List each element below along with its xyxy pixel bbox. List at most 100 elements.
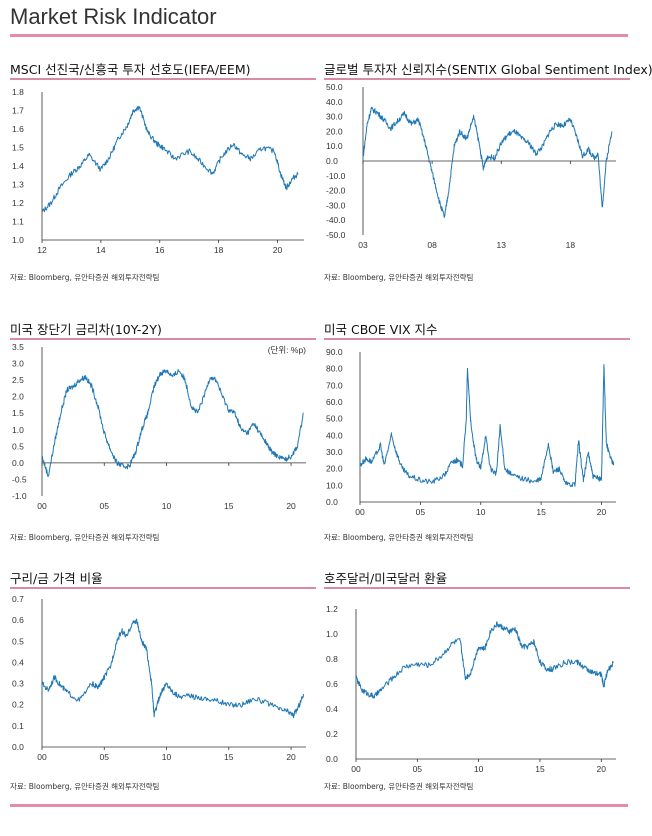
chart-title: 미국 장단기 금리차(10Y-2Y): [10, 322, 162, 337]
y-tick-label: 40.0: [326, 97, 343, 107]
series-line: [359, 364, 615, 488]
y-tick-label: 0.0: [326, 754, 338, 764]
chart-title: 구리/금 가격 비율: [10, 571, 103, 586]
x-tick-label: 00: [351, 764, 361, 774]
y-tick-label: 0.8: [326, 654, 338, 664]
x-tick-label: 13: [497, 240, 507, 250]
x-tick-label: 10: [474, 764, 484, 774]
x-tick-label: 20: [273, 245, 283, 255]
y-tick-label: -50.0: [326, 230, 346, 240]
chart-title: 글로벌 투자자 신뢰지수(SENTIX Global Sentiment Ind…: [324, 62, 652, 77]
y-tick-label: 0.3: [12, 679, 24, 689]
y-tick-label: 10.0: [326, 141, 343, 151]
chart-copper-gold: 0.7 0.6 0.5 0.4 0.3 0.2 0.1 0.0 00 05 10 15 20: [12, 594, 306, 762]
x-tick-label: 05: [100, 752, 110, 762]
chart-panel-yield-spread: 미국 장단기 금리차(10Y-2Y) 3.5 3.0 2.5 2.0 1.5 1.0 0.5…: [10, 319, 316, 544]
y-tick-label: 1.5: [12, 408, 24, 418]
y-tick-label: 0.0: [326, 497, 338, 507]
y-tick-label: 1.8: [12, 87, 24, 97]
y-tick-label: 1.2: [12, 198, 24, 208]
x-tick-label: 10: [162, 501, 172, 511]
x-tick-label: 20: [597, 764, 607, 774]
y-tick-label: 50.0: [326, 414, 343, 424]
series-line: [41, 369, 304, 477]
source-note: 자료: Bloomberg, 유안타증권 해외투자전략팀: [10, 533, 160, 542]
y-tick-label: 1.0: [326, 629, 338, 639]
y-tick-label: 80.0: [326, 364, 343, 374]
y-tick-label: 30.0: [326, 447, 343, 457]
title-rule: [324, 78, 630, 80]
x-tick-label: 18: [566, 240, 576, 250]
y-tick-label: 0.6: [326, 679, 338, 689]
y-tick-label: -0.5: [12, 474, 27, 484]
series-line: [362, 106, 613, 218]
source-note: 자료: Bloomberg, 유안타증권 해외투자전략팀: [324, 782, 474, 791]
y-tick-label: 0.7: [12, 594, 24, 604]
x-tick-label: 15: [224, 501, 234, 511]
page-title: Market Risk Indicator: [10, 4, 217, 29]
x-tick-label: 10: [476, 507, 486, 517]
y-tick-label: 0.0: [12, 458, 24, 468]
x-tick-label: 20: [286, 752, 296, 762]
x-tick-label: 12: [37, 245, 47, 255]
chart-panel-vix: 미국 CBOE VIX 지수 90.0 80.0 70.0 60.0 50.0 40.0 3…: [324, 319, 630, 544]
x-tick-label: 15: [535, 764, 545, 774]
x-tick-label: 15: [536, 507, 546, 517]
y-tick-label: 3.5: [12, 342, 24, 352]
x-tick-label: 14: [96, 245, 106, 255]
chart-panel-audusd: 호주달러/미국달러 환율 1.2 1.0 0.8 0.6 0.4 0.2 0.0 00 05 10…: [324, 568, 630, 793]
y-tick-label: 0.0: [326, 156, 338, 166]
y-tick-label: 10.0: [326, 480, 343, 490]
x-tick-label: 03: [358, 240, 368, 250]
title-rule: [324, 587, 630, 589]
y-tick-label: 0.6: [12, 615, 24, 625]
y-tick-label: 2.5: [12, 375, 24, 385]
y-tick-label: 1.0: [12, 235, 24, 245]
title-rule: [10, 78, 316, 80]
series-line: [355, 621, 614, 699]
chart-sentix: 50.0 40.0 30.0 20.0 10.0 0.0 -10.0 -20.0 -30.0 -4…: [326, 82, 616, 250]
y-tick-label: -30.0: [326, 200, 346, 210]
y-tick-label: 0.5: [12, 441, 24, 451]
y-tick-label: 30.0: [326, 112, 343, 122]
y-tick-label: 0.4: [12, 657, 24, 667]
y-tick-label: 1.7: [12, 106, 24, 116]
y-tick-label: -20.0: [326, 186, 346, 196]
y-tick-label: -10.0: [326, 171, 346, 181]
title-rule: [10, 587, 316, 589]
series-line: [41, 618, 304, 719]
y-tick-label: 1.4: [12, 161, 24, 171]
y-tick-label: 1.6: [12, 124, 24, 134]
x-tick-label: 20: [286, 501, 296, 511]
y-tick-label: 3.0: [12, 359, 24, 369]
y-tick-label: 0.2: [326, 729, 338, 739]
x-tick-label: 00: [37, 752, 47, 762]
x-tick-label: 00: [37, 501, 47, 511]
x-tick-label: 15: [224, 752, 234, 762]
x-tick-label: 16: [155, 245, 165, 255]
unit-label: (단위: %p): [268, 345, 306, 355]
y-tick-label: 0.2: [12, 700, 24, 710]
top-divider: [10, 34, 628, 37]
chart-iefa-eem: 1.0 1.1 1.2 1.3 1.4 1.5 1.6 1.7 1.8 12 14 16 18 20: [12, 87, 304, 255]
y-tick-label: 60.0: [326, 397, 343, 407]
x-tick-label: 08: [427, 240, 437, 250]
bottom-divider: [10, 804, 628, 807]
x-tick-label: 05: [416, 507, 426, 517]
source-note: 자료: Bloomberg, 유안타증권 해외투자전략팀: [10, 782, 160, 791]
y-tick-label: -1.0: [12, 491, 27, 501]
title-rule: [10, 338, 316, 340]
chart-title: MSCI 선진국/신흥국 투자 선호도(IEFA/EEM): [10, 62, 251, 77]
x-tick-label: 00: [355, 507, 365, 517]
y-tick-label: 40.0: [326, 430, 343, 440]
chart-panel-sentix: 글로벌 투자자 신뢰지수(SENTIX Global Sentiment Ind…: [324, 59, 652, 284]
source-note: 자료: Bloomberg, 유안타증권 해외투자전략팀: [324, 273, 474, 282]
y-tick-label: 1.0: [12, 425, 24, 435]
y-tick-label: 70.0: [326, 380, 343, 390]
y-tick-label: 1.1: [12, 217, 24, 227]
chart-yield-spread: 3.5 3.0 2.5 2.0 1.5 1.0 0.5 0.0 -0.5 -1.0 00 05 10 15…: [12, 342, 306, 511]
x-tick-label: 20: [597, 507, 607, 517]
y-tick-label: 50.0: [326, 82, 343, 92]
y-tick-label: 0.1: [12, 721, 24, 731]
x-tick-label: 05: [413, 764, 423, 774]
